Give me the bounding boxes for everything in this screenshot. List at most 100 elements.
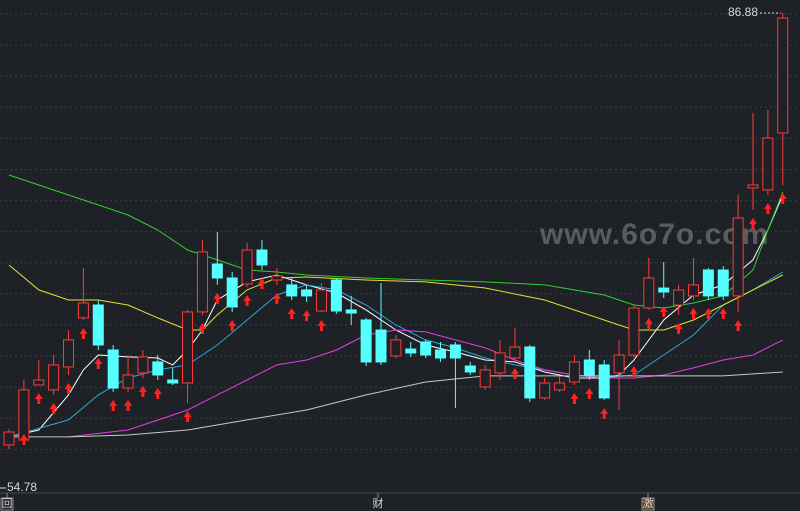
- marker-box: [0, 497, 14, 511]
- buy-signal-arrow: [302, 310, 311, 322]
- buy-signal-arrow: [600, 407, 609, 419]
- buy-signal-arrow: [94, 357, 103, 369]
- candle-body: [256, 249, 268, 266]
- candle-body: [554, 382, 566, 391]
- buy-signal-arrow: [778, 192, 787, 204]
- buy-signal-arrow: [228, 319, 237, 331]
- candle-body: [122, 374, 134, 389]
- buy-signal-arrow: [257, 277, 266, 289]
- candle-body: [3, 431, 15, 446]
- candle-body: [539, 382, 551, 399]
- ma-line: [68, 329, 784, 438]
- buy-signal-arrow: [79, 327, 88, 339]
- marker-box: [641, 497, 655, 511]
- candle-body: [673, 289, 685, 306]
- candle-body: [777, 17, 789, 134]
- buy-signal-arrow: [719, 307, 728, 319]
- candle-body: [226, 277, 238, 308]
- candle-body: [211, 263, 223, 279]
- candle-body: [702, 269, 714, 297]
- candle-body: [375, 329, 387, 363]
- buy-signal-arrow: [64, 382, 73, 394]
- candle-body: [598, 364, 610, 399]
- buy-signal-arrow: [138, 385, 147, 397]
- candle-body: [301, 289, 313, 297]
- buy-signal-arrow: [213, 292, 222, 304]
- buy-signal-arrow: [317, 319, 326, 331]
- buy-signal-arrow: [109, 399, 118, 411]
- candle-body: [583, 359, 595, 376]
- candle-body: [717, 269, 729, 297]
- buy-signal-arrow: [674, 322, 683, 334]
- candle-body: [196, 251, 208, 313]
- candle-body: [271, 275, 283, 281]
- buy-signal-arrow: [629, 365, 638, 377]
- candle-body: [524, 346, 536, 399]
- buy-signal-arrow: [659, 305, 668, 317]
- candle-body: [345, 309, 357, 314]
- candle-body: [613, 354, 625, 374]
- candle-body: [137, 356, 149, 374]
- candle-body: [107, 349, 119, 389]
- candle-body: [435, 349, 447, 359]
- low-label: 54.78: [7, 480, 37, 494]
- candle-body: [732, 217, 744, 297]
- buy-signal-arrow: [570, 393, 579, 405]
- buy-signal-arrow: [183, 410, 192, 422]
- candle-body: [92, 304, 104, 346]
- candle-body: [643, 277, 655, 309]
- buy-signal-arrow: [734, 319, 743, 331]
- watermark: www.6o7o.com: [539, 218, 769, 251]
- buy-signal-arrow: [243, 294, 252, 306]
- buy-signal-arrow: [19, 434, 28, 445]
- buy-signal-arrow: [198, 322, 207, 334]
- candle-body: [390, 339, 402, 357]
- marker-label: 回: [2, 497, 13, 510]
- candle-body: [77, 302, 89, 319]
- candle-body: [479, 369, 491, 388]
- candle-body: [152, 361, 164, 376]
- buy-signal-arrow: [704, 307, 713, 319]
- ma-line: [8, 174, 784, 309]
- candle-body: [315, 289, 327, 312]
- marker-label: 财: [373, 496, 384, 510]
- candle-body: [658, 287, 670, 293]
- candle-body: [63, 339, 75, 368]
- candle-body: [241, 249, 253, 285]
- candle-body: [33, 379, 45, 386]
- ma-line: [8, 264, 784, 331]
- buy-signal-arrow: [124, 399, 133, 411]
- candle-body: [449, 344, 461, 359]
- buy-signal-arrow: [585, 388, 594, 400]
- high-label: 86.88: [728, 5, 758, 19]
- candle-body: [747, 184, 759, 189]
- buy-signal-arrow: [153, 388, 162, 400]
- buy-signal-arrow: [49, 402, 58, 414]
- candle-body: [464, 365, 476, 373]
- candle-body: [568, 361, 580, 383]
- candle-body: [182, 311, 194, 384]
- buy-signal-arrow: [272, 292, 281, 304]
- candle-body: [167, 379, 179, 384]
- buy-signal-arrow: [689, 307, 698, 319]
- buy-signal-arrow: [34, 393, 43, 405]
- buy-signal-arrow: [763, 203, 772, 215]
- ma-line: [9, 371, 783, 438]
- candle-body: [687, 284, 699, 297]
- buy-signal-arrow: [287, 307, 296, 319]
- buy-signal-arrow: [644, 317, 653, 329]
- candle-body: [286, 284, 298, 297]
- buy-signal-arrow: [749, 217, 757, 229]
- candle-body: [420, 341, 432, 356]
- candle-body: [360, 319, 372, 363]
- candle-body: [18, 389, 30, 441]
- candle-body: [330, 279, 342, 312]
- candle-body: [509, 346, 521, 359]
- marker-label: 激: [643, 496, 654, 510]
- candle-body: [405, 348, 417, 354]
- candle-body: [494, 352, 506, 374]
- buy-signal-arrow: [510, 368, 519, 380]
- plot: 86.88 54.78: [0, 5, 789, 494]
